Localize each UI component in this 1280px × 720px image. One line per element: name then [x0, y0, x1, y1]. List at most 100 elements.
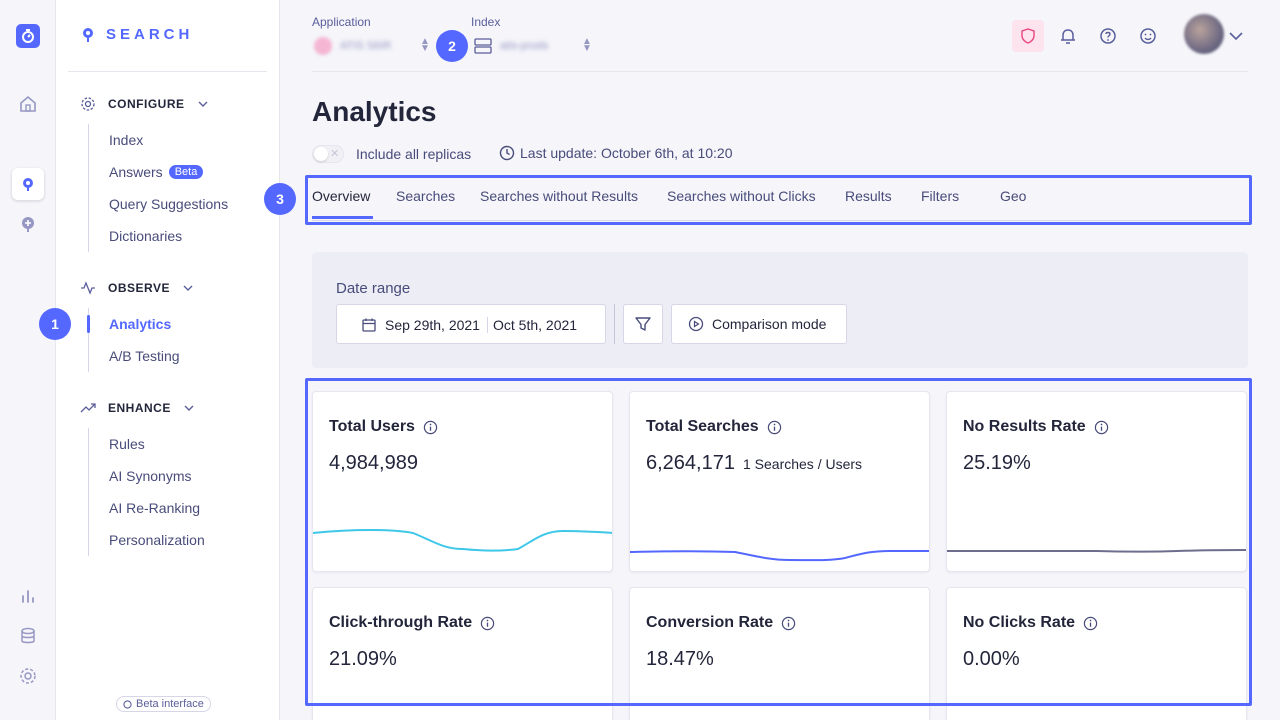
- analytics-tabs: Overview Searches Searches without Resul…: [312, 184, 1248, 221]
- brand-wordmark: SEARCH: [106, 26, 194, 43]
- metric-title-text: No Results Rate: [963, 418, 1086, 435]
- metric-value: 4,984,989: [329, 452, 418, 474]
- sidebar-item-label: Rules: [109, 436, 145, 452]
- metric-value-text: 6,264,171: [646, 452, 735, 474]
- date-range-label: Date range: [336, 280, 411, 297]
- tab-results[interactable]: Results: [845, 188, 892, 204]
- sidebar-item-index[interactable]: Index: [89, 124, 228, 156]
- tab-searches[interactable]: Searches: [396, 188, 456, 204]
- metric-subvalue: 1 Searches / Users: [742, 456, 863, 472]
- tab-overview[interactable]: Overview: [312, 188, 371, 204]
- date-range-picker[interactable]: Sep 29th, 2021 Oct 5th, 2021: [336, 304, 606, 344]
- header-divider: [312, 71, 1248, 72]
- active-tab-indicator: [312, 216, 373, 219]
- last-update-text: Last update: October 6th, at 10:20: [520, 145, 733, 161]
- user-avatar[interactable]: [1184, 14, 1224, 54]
- info-icon[interactable]: [423, 420, 438, 435]
- sidebar-item-ai-reranking[interactable]: AI Re-Ranking: [89, 492, 205, 524]
- sidebar-item-personalization[interactable]: Personalization: [89, 524, 205, 556]
- settings-gear-icon[interactable]: [18, 666, 38, 686]
- sidebar-item-rules[interactable]: Rules: [89, 428, 205, 460]
- filter-button[interactable]: [623, 304, 663, 344]
- help-icon[interactable]: [1098, 26, 1118, 46]
- bell-icon[interactable]: [1058, 26, 1078, 46]
- sidebar-item-label: AI Re-Ranking: [109, 500, 201, 516]
- enhance-list: Rules AI Synonyms AI Re-Ranking Personal…: [88, 428, 205, 556]
- sidebar-item-label: Index: [109, 132, 144, 148]
- search-logo-icon: [83, 28, 93, 42]
- date-divider: [487, 317, 488, 333]
- play-circle-icon: [688, 316, 704, 332]
- comparison-mode-button[interactable]: Comparison mode: [671, 304, 847, 344]
- annotation-marker-1: 1: [39, 308, 71, 340]
- tab-geo[interactable]: Geo: [1000, 188, 1027, 204]
- sidebar-item-label: AI Synonyms: [109, 468, 192, 484]
- toggle-off-icon: ✕: [330, 148, 340, 160]
- info-icon[interactable]: [1094, 420, 1109, 435]
- chevron-down-icon: [183, 285, 193, 291]
- section-label: ENHANCE: [108, 401, 171, 415]
- metric-title: Total Searches: [646, 418, 782, 436]
- clock-icon: [499, 145, 515, 161]
- info-icon[interactable]: [767, 420, 782, 435]
- home-icon[interactable]: [18, 94, 38, 114]
- sidebar-item-label: Analytics: [109, 316, 172, 332]
- activity-icon: [81, 281, 95, 295]
- include-replicas-toggle[interactable]: [312, 145, 344, 163]
- section-configure[interactable]: CONFIGURE: [80, 96, 209, 112]
- last-update: Last update: October 6th, at 10:20: [499, 145, 732, 161]
- application-selector[interactable]: ATIS S6IR: [340, 40, 392, 52]
- sidebar-item-ai-synonyms[interactable]: AI Synonyms: [89, 460, 205, 492]
- section-observe[interactable]: OBSERVE: [80, 280, 194, 296]
- sidebar-item-answers[interactable]: Answers Beta: [89, 156, 228, 188]
- metric-card-no-clicks-rate[interactable]: No Clicks Rate 0.00%: [946, 587, 1247, 720]
- metric-title-text: No Clicks Rate: [963, 614, 1076, 631]
- sidebar-item-label: Answers: [109, 164, 163, 180]
- filter-funnel-icon: [635, 317, 651, 331]
- sidebar-item-dictionaries[interactable]: Dictionaries: [89, 220, 228, 252]
- tab-searches-without-results[interactable]: Searches without Results: [480, 188, 638, 204]
- date-start: Sep 29th, 2021: [385, 317, 480, 333]
- metric-title: No Results Rate: [963, 418, 1109, 436]
- security-shield-button[interactable]: [1012, 20, 1044, 52]
- tab-searches-without-clicks[interactable]: Searches without Clicks: [667, 188, 816, 204]
- metric-value: 0.00%: [963, 648, 1020, 670]
- sidebar-item-query-suggestions[interactable]: Query Suggestions: [89, 188, 228, 220]
- smiley-feedback-icon[interactable]: [1138, 26, 1158, 46]
- updown-icon[interactable]: ▲ ▼: [582, 36, 592, 54]
- metric-title-text: Conversion Rate: [646, 614, 774, 631]
- info-icon[interactable]: [480, 616, 495, 631]
- sidebar-item-ab-testing[interactable]: A/B Testing: [89, 340, 180, 372]
- metric-card-no-results-rate[interactable]: No Results Rate 25.19%: [946, 391, 1247, 572]
- sidebar-item-analytics[interactable]: Analytics: [87, 308, 180, 340]
- database-icon[interactable]: [18, 626, 38, 646]
- index-selector[interactable]: atis-prods: [500, 40, 549, 52]
- annotation-marker-2: 2: [436, 30, 468, 62]
- section-enhance[interactable]: ENHANCE: [80, 400, 195, 416]
- metric-title: Click-through Rate: [329, 614, 495, 632]
- app-logo-icon[interactable]: [16, 24, 40, 48]
- annotation-marker-3: 3: [264, 183, 296, 215]
- beta-interface-pill[interactable]: Beta interface: [116, 696, 211, 712]
- recommend-icon[interactable]: [18, 214, 38, 234]
- date-end: Oct 5th, 2021: [493, 317, 578, 333]
- chevron-down-icon: [184, 405, 194, 411]
- metric-card-conversion-rate[interactable]: Conversion Rate 18.47%: [629, 587, 930, 720]
- metric-card-total-searches[interactable]: Total Searches 6,264,171 1 Searches / Use…: [629, 391, 930, 572]
- chevron-down-icon[interactable]: [1228, 28, 1244, 44]
- gear-icon: [81, 97, 95, 111]
- tab-filters[interactable]: Filters: [921, 188, 960, 204]
- page-title: Analytics: [312, 96, 437, 127]
- bar-chart-icon[interactable]: [18, 586, 38, 606]
- section-label: OBSERVE: [108, 281, 170, 295]
- metric-card-total-users[interactable]: Total Users 4,984,989: [312, 391, 613, 572]
- section-label: CONFIGURE: [108, 97, 185, 111]
- sidebar-item-label: Dictionaries: [109, 228, 183, 244]
- metric-card-click-through-rate[interactable]: Click-through Rate 21.09%: [312, 587, 613, 720]
- info-icon[interactable]: [1083, 616, 1098, 631]
- metric-value: 25.19%: [963, 452, 1031, 474]
- info-icon[interactable]: [781, 616, 796, 631]
- search-product-icon[interactable]: [12, 168, 44, 200]
- icon-rail: [0, 0, 56, 720]
- updown-icon[interactable]: ▲ ▼: [420, 36, 430, 54]
